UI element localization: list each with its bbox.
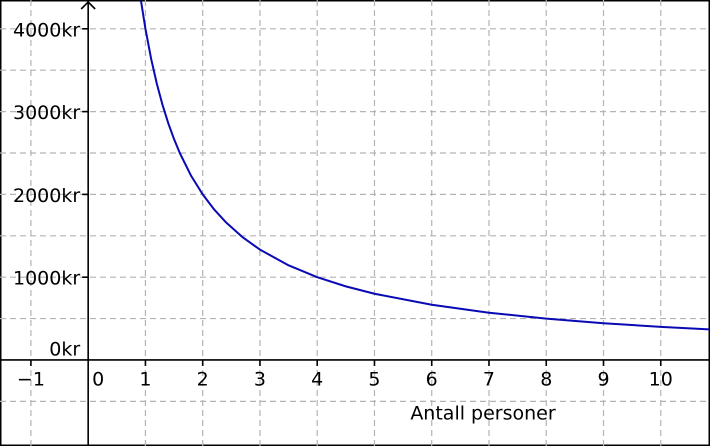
- y-tick-label: 3000kr: [13, 102, 80, 124]
- x-axis-label: Antall personer: [410, 403, 556, 425]
- x-tick-label: 5: [368, 368, 380, 390]
- x-tick-label: 4: [311, 368, 323, 390]
- x-tick-label: 7: [483, 368, 495, 390]
- x-tick-label: −1: [17, 368, 45, 390]
- y-tick-label: 4000kr: [13, 19, 80, 41]
- x-tick-label: 3: [254, 368, 266, 390]
- y-tick-label: 2000kr: [13, 185, 80, 207]
- x-tick-label: 0: [92, 368, 104, 390]
- x-tick-label: 8: [540, 368, 552, 390]
- x-tick-label: 2: [197, 368, 209, 390]
- curve: [139, 1, 709, 331]
- y-tick-label: 1000kr: [13, 268, 80, 290]
- x-tick-label: 10: [649, 368, 673, 390]
- x-tick-label: 9: [597, 368, 609, 390]
- y-tick-label: 0kr: [49, 338, 80, 360]
- y-axis-arrow: [80, 0, 96, 10]
- x-tick-label: 6: [426, 368, 438, 390]
- x-tick-label: 1: [139, 368, 151, 390]
